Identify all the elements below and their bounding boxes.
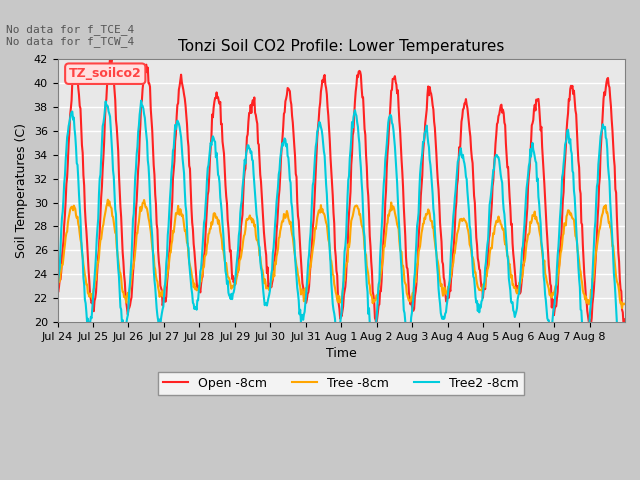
Open -8cm: [54, 288, 61, 293]
Text: No data for f_TCE_4
No data for f_TCW_4: No data for f_TCE_4 No data for f_TCW_4: [6, 24, 134, 48]
Tree -8cm: [433, 250, 440, 255]
Open -8cm: [106, 56, 114, 61]
Text: TZ_soilco2: TZ_soilco2: [69, 67, 141, 80]
Open -8cm: [621, 316, 629, 322]
Line: Tree2 -8cm: Tree2 -8cm: [58, 101, 625, 355]
Tree2 -8cm: [120, 330, 128, 336]
Title: Tonzi Soil CO2 Profile: Lower Temperatures: Tonzi Soil CO2 Profile: Lower Temperatur…: [178, 39, 504, 54]
Tree -8cm: [401, 278, 408, 284]
Open -8cm: [275, 194, 283, 200]
Tree -8cm: [121, 293, 129, 299]
Legend: Open -8cm, Tree -8cm, Tree2 -8cm: Open -8cm, Tree -8cm, Tree2 -8cm: [159, 372, 524, 395]
Y-axis label: Soil Temperatures (C): Soil Temperatures (C): [15, 123, 28, 258]
Tree2 -8cm: [225, 292, 233, 298]
Tree2 -8cm: [621, 322, 629, 328]
Open -8cm: [225, 236, 233, 242]
Tree2 -8cm: [433, 252, 440, 258]
Open -8cm: [253, 121, 261, 127]
Tree2 -8cm: [253, 216, 261, 222]
Tree -8cm: [618, 305, 626, 311]
Tree -8cm: [54, 288, 61, 293]
Open -8cm: [401, 233, 409, 239]
Tree -8cm: [253, 237, 261, 243]
Tree -8cm: [621, 301, 629, 307]
Open -8cm: [372, 322, 380, 328]
Tree -8cm: [275, 235, 283, 241]
Line: Open -8cm: Open -8cm: [58, 59, 625, 325]
Tree -8cm: [104, 197, 111, 203]
Tree2 -8cm: [618, 352, 626, 358]
Tree2 -8cm: [401, 310, 408, 316]
Tree2 -8cm: [275, 171, 283, 177]
Tree2 -8cm: [138, 98, 145, 104]
Open -8cm: [433, 166, 441, 171]
Open -8cm: [121, 279, 129, 285]
Tree2 -8cm: [54, 283, 61, 289]
Line: Tree -8cm: Tree -8cm: [58, 200, 625, 308]
X-axis label: Time: Time: [326, 347, 356, 360]
Tree -8cm: [225, 276, 233, 281]
